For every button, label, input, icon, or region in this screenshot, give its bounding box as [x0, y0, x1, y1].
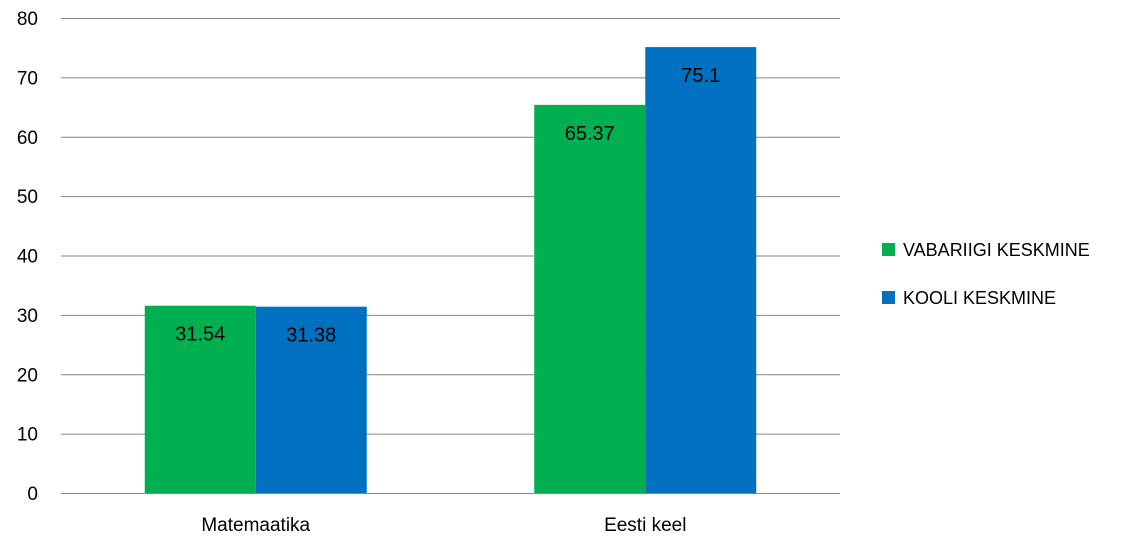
data-label: 75.1: [681, 65, 720, 87]
y-tick-label: 10: [17, 425, 38, 446]
bar-kooli-keskmine: [255, 306, 367, 493]
data-label: 31.38: [286, 325, 336, 347]
y-tick-label: 70: [17, 68, 38, 89]
bar-vabariigi-keskmine: [144, 305, 256, 493]
bar-vabariigi-keskmine: [534, 104, 646, 493]
y-tick-label: 60: [17, 128, 38, 149]
x-axis-tick-labels: Matemaatika Eesti keel: [201, 515, 686, 536]
data-labels: 31.54 31.38 65.37 75.1: [175, 65, 720, 347]
legend-label: KOOLI KESKMINE: [903, 288, 1056, 308]
y-tick-label: 50: [17, 187, 38, 208]
x-tick-label: Eesti keel: [604, 515, 686, 536]
legend-swatch: [882, 291, 895, 304]
data-label: 31.54: [175, 324, 225, 346]
y-axis-tick-labels: 0 10 20 30 40 50 60 70 80: [17, 9, 38, 505]
legend-swatch: [882, 243, 895, 256]
y-tick-label: 80: [17, 9, 38, 30]
bars: [144, 47, 757, 493]
legend-label: VABARIIGI KESKMINE: [903, 240, 1090, 260]
y-tick-label: 40: [17, 247, 38, 268]
legend: VABARIIGI KESKMINE KOOLI KESKMINE: [882, 240, 1090, 308]
y-tick-label: 30: [17, 306, 38, 327]
y-tick-label: 0: [27, 484, 38, 505]
x-tick-label: Matemaatika: [201, 515, 310, 536]
data-label: 65.37: [565, 123, 615, 145]
bar-kooli-keskmine: [645, 47, 757, 493]
y-tick-label: 20: [17, 365, 38, 386]
